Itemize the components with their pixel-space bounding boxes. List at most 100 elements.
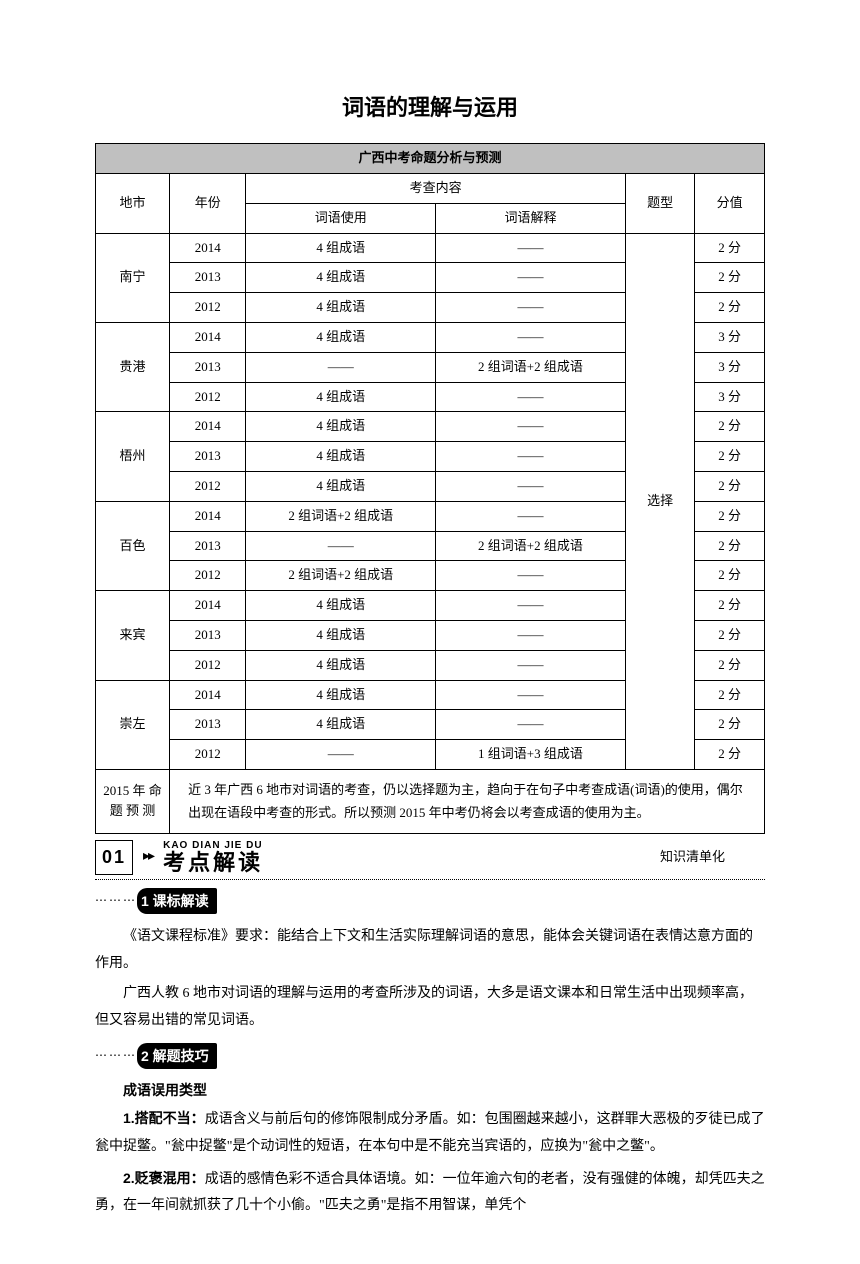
city-cell: 南宁 bbox=[96, 233, 170, 322]
score-cell: 2 分 bbox=[695, 740, 765, 770]
explain-cell: —— bbox=[436, 471, 626, 501]
year-cell: 2014 bbox=[170, 233, 246, 263]
paragraph: 1.搭配不当：成语含义与前后句的修饰限制成分矛盾。如：包围圈越来越小，这群罪大恶… bbox=[95, 1105, 765, 1160]
city-cell: 崇左 bbox=[96, 680, 170, 769]
score-cell: 3 分 bbox=[695, 352, 765, 382]
year-cell: 2014 bbox=[170, 322, 246, 352]
usage-cell: —— bbox=[246, 352, 436, 382]
forecast-text: 近 3 年广西 6 地市对词语的考查，仍以选择题为主，趋向于在句子中考查成语(词… bbox=[170, 769, 765, 833]
usage-cell: 2 组词语+2 组成语 bbox=[246, 501, 436, 531]
city-cell: 百色 bbox=[96, 501, 170, 590]
year-cell: 2012 bbox=[170, 293, 246, 323]
score-cell: 3 分 bbox=[695, 382, 765, 412]
year-cell: 2013 bbox=[170, 531, 246, 561]
usage-cell: 4 组成语 bbox=[246, 591, 436, 621]
explain-cell: 2 组词语+2 组成语 bbox=[436, 352, 626, 382]
year-cell: 2014 bbox=[170, 680, 246, 710]
explain-cell: —— bbox=[436, 620, 626, 650]
score-cell: 2 分 bbox=[695, 650, 765, 680]
explain-cell: —— bbox=[436, 561, 626, 591]
item-label: 2.贬褒混用： bbox=[123, 1170, 205, 1186]
arrow-icon: ▸▸ bbox=[143, 846, 153, 868]
score-cell: 2 分 bbox=[695, 531, 765, 561]
col-explain: 词语解释 bbox=[436, 203, 626, 233]
explain-cell: —— bbox=[436, 233, 626, 263]
usage-cell: 4 组成语 bbox=[246, 680, 436, 710]
score-cell: 2 分 bbox=[695, 501, 765, 531]
year-cell: 2013 bbox=[170, 263, 246, 293]
usage-cell: 4 组成语 bbox=[246, 471, 436, 501]
usage-cell: 4 组成语 bbox=[246, 710, 436, 740]
usage-cell: 4 组成语 bbox=[246, 650, 436, 680]
col-year: 年份 bbox=[170, 173, 246, 233]
score-cell: 2 分 bbox=[695, 442, 765, 472]
col-qtype: 题型 bbox=[625, 173, 695, 233]
explain-cell: —— bbox=[436, 322, 626, 352]
usage-cell: 4 组成语 bbox=[246, 382, 436, 412]
paragraph: 《语文课程标准》要求：能结合上下文和生活实际理解词语的意思，能体会关键词语在表情… bbox=[95, 924, 765, 977]
explain-cell: —— bbox=[436, 650, 626, 680]
section-title: 考点解读 bbox=[163, 851, 263, 875]
score-cell: 2 分 bbox=[695, 293, 765, 323]
usage-cell: 4 组成语 bbox=[246, 233, 436, 263]
explain-cell: 2 组词语+2 组成语 bbox=[436, 531, 626, 561]
year-cell: 2012 bbox=[170, 471, 246, 501]
qtype-cell: 选择 bbox=[625, 233, 695, 769]
page-title: 词语的理解与运用 bbox=[95, 90, 765, 125]
explain-cell: —— bbox=[436, 293, 626, 323]
sub-heading: 成语误用类型 bbox=[95, 1079, 765, 1101]
paragraph: 广西人教 6 地市对词语的理解与运用的考查所涉及的词语，大多是语文课本和日常生活… bbox=[95, 981, 765, 1034]
score-cell: 2 分 bbox=[695, 620, 765, 650]
city-cell: 来宾 bbox=[96, 591, 170, 680]
table-caption: 广西中考命题分析与预测 bbox=[96, 144, 765, 174]
usage-cell: 4 组成语 bbox=[246, 263, 436, 293]
year-cell: 2012 bbox=[170, 561, 246, 591]
analysis-table: 广西中考命题分析与预测 地市 年份 考查内容 题型 分值 词语使用 词语解释 南… bbox=[95, 143, 765, 834]
score-cell: 2 分 bbox=[695, 561, 765, 591]
usage-cell: 4 组成语 bbox=[246, 293, 436, 323]
score-cell: 2 分 bbox=[695, 263, 765, 293]
usage-cell: —— bbox=[246, 531, 436, 561]
forecast-label: 2015 年 命 题 预 测 bbox=[96, 769, 170, 833]
item-label: 1.搭配不当： bbox=[123, 1110, 205, 1126]
city-cell: 贵港 bbox=[96, 322, 170, 411]
score-cell: 2 分 bbox=[695, 412, 765, 442]
explain-cell: —— bbox=[436, 442, 626, 472]
explain-cell: 1 组词语+3 组成语 bbox=[436, 740, 626, 770]
explain-cell: —— bbox=[436, 501, 626, 531]
explain-cell: —— bbox=[436, 263, 626, 293]
section-subtitle: 知识清单化 bbox=[660, 847, 765, 868]
section-number-box: 01 bbox=[95, 840, 133, 875]
year-cell: 2013 bbox=[170, 352, 246, 382]
year-cell: 2014 bbox=[170, 501, 246, 531]
section-header-01: 01 ▸▸ KAO DIAN JIE DU 考点解读 知识清单化 bbox=[95, 840, 765, 875]
score-cell: 2 分 bbox=[695, 710, 765, 740]
tag-row-1: ⋯⋯⋯ 1 课标解读 bbox=[95, 888, 765, 914]
usage-cell: 2 组词语+2 组成语 bbox=[246, 561, 436, 591]
dots-icon: ⋯⋯⋯ bbox=[95, 1046, 137, 1065]
year-cell: 2012 bbox=[170, 740, 246, 770]
score-cell: 3 分 bbox=[695, 322, 765, 352]
col-score: 分值 bbox=[695, 173, 765, 233]
tag-jieti: 2 解题技巧 bbox=[137, 1043, 217, 1069]
usage-cell: 4 组成语 bbox=[246, 442, 436, 472]
tag-kebiao: 1 课标解读 bbox=[137, 888, 217, 914]
explain-cell: —— bbox=[436, 591, 626, 621]
score-cell: 2 分 bbox=[695, 591, 765, 621]
year-cell: 2012 bbox=[170, 382, 246, 412]
year-cell: 2013 bbox=[170, 620, 246, 650]
explain-cell: —— bbox=[436, 680, 626, 710]
year-cell: 2013 bbox=[170, 442, 246, 472]
dots-icon: ⋯⋯⋯ bbox=[95, 891, 137, 910]
usage-cell: —— bbox=[246, 740, 436, 770]
col-city: 地市 bbox=[96, 173, 170, 233]
usage-cell: 4 组成语 bbox=[246, 322, 436, 352]
col-usage: 词语使用 bbox=[246, 203, 436, 233]
explain-cell: —— bbox=[436, 382, 626, 412]
score-cell: 2 分 bbox=[695, 471, 765, 501]
paragraph: 2.贬褒混用：成语的感情色彩不适合具体语境。如：一位年逾六旬的老者，没有强健的体… bbox=[95, 1165, 765, 1220]
explain-cell: —— bbox=[436, 412, 626, 442]
score-cell: 2 分 bbox=[695, 233, 765, 263]
divider bbox=[95, 879, 765, 880]
usage-cell: 4 组成语 bbox=[246, 620, 436, 650]
